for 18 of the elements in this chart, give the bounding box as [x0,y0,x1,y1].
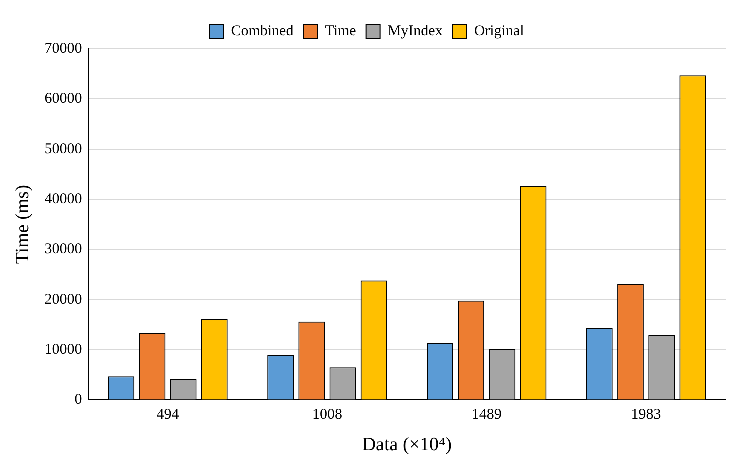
x-tick-label: 1008 [312,407,342,424]
y-tick-label: 20000 [44,292,82,308]
x-tick-label: 494 [156,407,180,424]
y-tick-label: 40000 [44,191,82,208]
x-axis-title: Data (×10⁴) [362,434,452,456]
y-axis-title: Time (ms) [12,185,34,264]
y-tick-label: 70000 [44,40,82,57]
y-tick-label: 60000 [44,91,82,108]
x-tick-label: 1983 [631,407,662,424]
legend-label: MyIndex [388,23,444,40]
legend-label: Time [325,23,357,40]
legend-label: Original [474,23,524,40]
x-tick-label: 1489 [472,407,502,424]
y-tick-label: 0 [74,392,82,408]
legend-label: Combined [231,23,294,40]
y-tick-label: 50000 [44,141,82,158]
y-tick-label: 30000 [44,242,82,258]
y-tick-label: 10000 [44,342,82,358]
